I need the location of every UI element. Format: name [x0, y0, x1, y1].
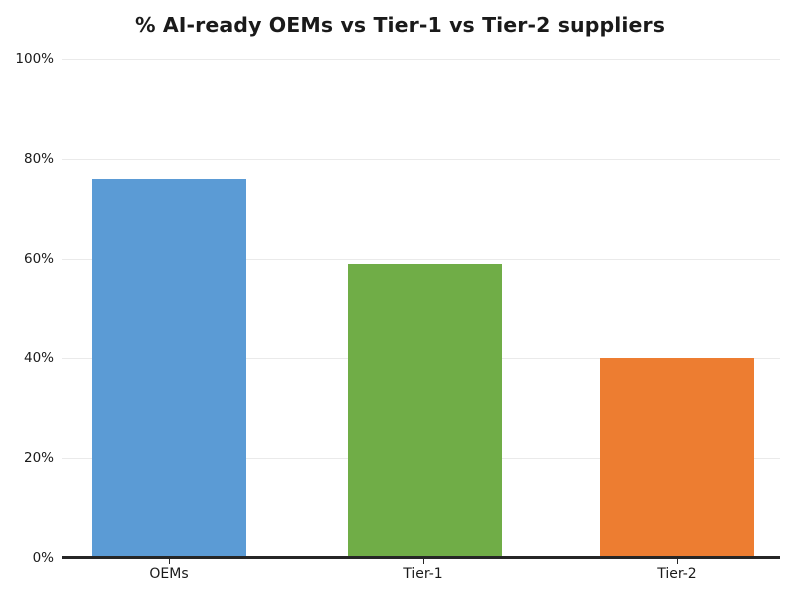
gridline-100: [62, 59, 780, 60]
y-tick-label-100: 100%: [15, 51, 54, 67]
x-tick-mark-tier-1: [423, 559, 425, 564]
y-tick-label-80: 80%: [23, 150, 54, 167]
plot-area: [62, 59, 780, 558]
y-tick-label-60: 60%: [23, 250, 54, 267]
y-tick-label-20: 20%: [23, 450, 54, 467]
x-tick-label-tier-1: Tier-1: [403, 566, 443, 582]
bar-tier-2[interactable]: [600, 358, 754, 558]
gridline-80: [62, 158, 780, 160]
y-tick-label-40: 40%: [23, 350, 54, 367]
x-tick-label-tier-2: Tier-2: [657, 566, 697, 582]
bar-oems[interactable]: [92, 178, 246, 558]
x-tick-mark-tier-2: [677, 559, 679, 564]
gridline-60: [62, 258, 780, 260]
x-axis-spine: [62, 556, 780, 559]
x-tick-mark-oems: [169, 559, 171, 564]
bar-tier-1[interactable]: [348, 263, 502, 558]
y-tick-label-0: 0%: [32, 550, 54, 566]
y-axis-tick-labels: 100% 80% 60% 40% 20% 0%: [0, 51, 54, 566]
x-tick-label-oems: OEMs: [149, 566, 189, 582]
chart-title: % AI-ready OEMs vs Tier-1 vs Tier-2 supp…: [134, 13, 666, 37]
